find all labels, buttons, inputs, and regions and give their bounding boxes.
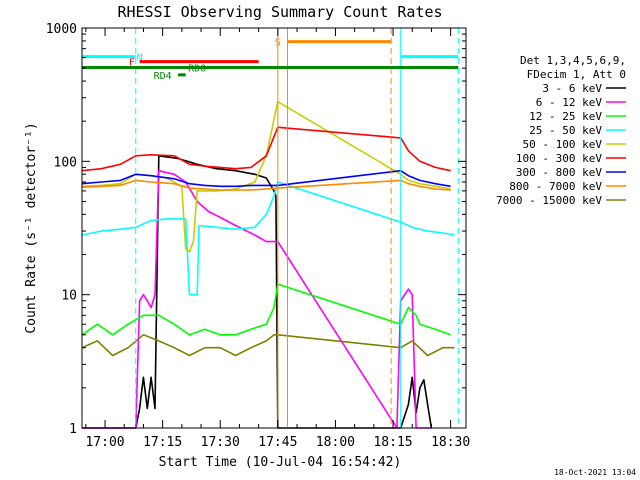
x-tick-label: 18:30 — [431, 435, 470, 450]
y-tick-label: 10 — [61, 289, 77, 304]
flag-label-rd4: RD4 — [154, 71, 172, 82]
legend-label-5: 100 - 300 keV — [516, 152, 602, 165]
y-tick-label: 1000 — [46, 22, 77, 37]
series-line-1 — [82, 169, 432, 429]
legend-header-0: Det 1,3,4,5,6,9, — [520, 54, 626, 67]
series-line-3 — [81, 181, 455, 296]
legend-label-2: 12 - 25 keV — [529, 110, 602, 123]
flag-label-n: N — [137, 53, 143, 64]
series-line-5 — [81, 126, 451, 172]
y-tick-label: 100 — [54, 155, 77, 170]
y-tick-label: 1 — [69, 422, 77, 437]
x-tick-label: 18:15 — [373, 435, 412, 450]
x-tick-label: 18:00 — [316, 435, 355, 450]
series-line-8 — [81, 333, 455, 357]
legend-header-1: FDecim 1, Att 0 — [527, 68, 626, 81]
flag-label-s: S — [275, 38, 281, 49]
x-tick-label: 17:30 — [201, 435, 240, 450]
legend-label-8: 7000 - 15000 keV — [496, 194, 602, 207]
legend-label-7: 800 - 7000 keV — [509, 180, 602, 193]
series-line-4 — [81, 100, 451, 253]
flag-label-rd0: RD0 — [188, 64, 206, 75]
series-line-0 — [82, 155, 433, 429]
footer-date: 18-Oct-2021 13:04 — [554, 468, 636, 477]
flag-label-f: F — [129, 58, 135, 69]
legend: Det 1,3,4,5,6,9,FDecim 1, Att 03 - 6 keV… — [496, 54, 626, 207]
x-tick-label: 17:00 — [85, 435, 124, 450]
x-tick-label: 17:15 — [143, 435, 182, 450]
legend-label-3: 25 - 50 keV — [529, 124, 602, 137]
legend-label-4: 50 - 100 keV — [523, 138, 603, 151]
series-line-6 — [81, 169, 451, 188]
y-axis-label: Count Rate (s⁻¹ detector⁻¹) — [24, 122, 39, 333]
legend-label-1: 6 - 12 keV — [536, 96, 603, 109]
flag-layer: NF S RD0 RD4 — [82, 28, 459, 428]
series-line-7 — [81, 179, 451, 191]
x-tick-label: 17:45 — [258, 435, 297, 450]
legend-label-6: 300 - 800 keV — [516, 166, 602, 179]
plot-frame — [81, 27, 467, 429]
legend-label-0: 3 - 6 keV — [542, 82, 602, 95]
axes — [81, 27, 467, 429]
chart-title: RHESSI Observing Summary Count Rates — [117, 3, 442, 21]
x-axis-label: Start Time (10-Jul-04 16:54:42) — [159, 455, 402, 470]
series-line-2 — [81, 283, 451, 336]
plot-area — [81, 100, 455, 429]
tick-layer: 1 10 100 1000 17:00 17:15 17:30 17:45 18:00 18:15… — [46, 22, 471, 450]
